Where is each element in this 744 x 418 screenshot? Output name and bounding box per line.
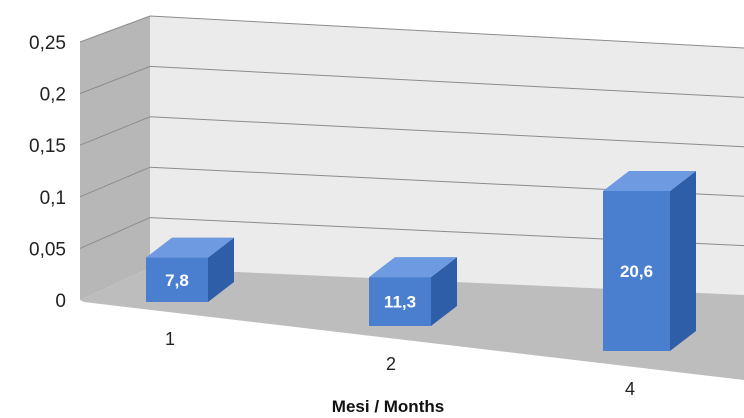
x-tick-label: 2 [386, 354, 396, 374]
bar-side [431, 257, 457, 326]
bar-front [603, 191, 670, 351]
data-label: 11,3 [384, 293, 416, 312]
x-axis-ticks: 1 2 4 [165, 329, 635, 399]
x-tick-label: 1 [165, 329, 175, 349]
data-label: 7,8 [165, 271, 189, 290]
y-tick-label: 0,05 [29, 239, 66, 260]
bar: 7,8 [146, 237, 234, 302]
x-axis-label: Mesi / Months [332, 397, 444, 416]
y-tick-label: 0,15 [29, 136, 66, 157]
y-tick-label: 0,1 [40, 188, 66, 209]
y-axis-ticks: 0 0,05 0,1 0,15 0,2 0,25 [29, 33, 66, 312]
bar-top [603, 171, 696, 191]
bar-top [146, 237, 234, 258]
bar: 11,3 [369, 257, 457, 326]
bar-side [208, 237, 234, 302]
bar-front [146, 257, 208, 302]
bar-top [369, 257, 457, 278]
bar-side [670, 171, 696, 351]
gridline [79, 166, 744, 198]
gridline [79, 217, 744, 249]
x-tick-label: 4 [625, 379, 635, 399]
back-wall [150, 16, 744, 295]
y-tick-label: 0 [55, 291, 66, 312]
side-wall [80, 16, 150, 300]
gridlines [79, 15, 744, 249]
y-tick-label: 0,2 [40, 85, 66, 106]
bar-front [369, 277, 431, 326]
gridline [79, 116, 744, 148]
bars: 7,8 11,3 20,6 [146, 171, 696, 351]
gridline [79, 65, 744, 98]
gridline [79, 15, 744, 49]
y-tick-label: 0,25 [29, 33, 66, 54]
bar: 20,6 [603, 171, 696, 351]
data-label: 20,6 [620, 262, 653, 281]
